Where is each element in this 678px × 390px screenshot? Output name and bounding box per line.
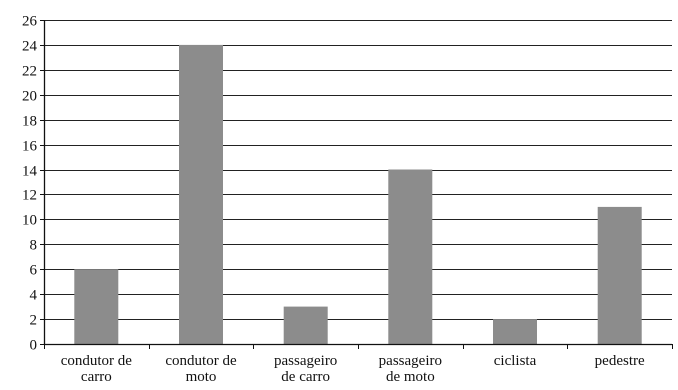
x-tick-label-line: de carro (281, 369, 330, 385)
x-tick-label-line: carro (81, 369, 112, 385)
y-tick-label: 6 (30, 263, 38, 279)
y-tick-label: 4 (30, 288, 38, 304)
bar-1 (179, 44, 223, 345)
x-tick-label: pedestre (595, 353, 645, 369)
x-tick-label-line: passageiro (379, 353, 442, 369)
y-tick-label: 10 (22, 213, 37, 229)
y-tick-label: 26 (22, 14, 38, 30)
x-tick-label-line: condutor de (165, 353, 237, 369)
x-tick-label: condutor de moto (165, 353, 237, 385)
y-tick-label: 24 (22, 39, 38, 55)
axes (40, 20, 673, 349)
bar-3 (388, 169, 433, 344)
x-tick-label: ciclista (494, 353, 537, 369)
bar-4 (493, 319, 537, 344)
x-tick-label: passageiro de moto (379, 353, 442, 385)
y-tick-label: 20 (22, 89, 37, 105)
x-tick-label-line: ciclista (494, 353, 537, 369)
y-tick-label: 2 (30, 313, 38, 329)
x-tick-label: condutor de carro (61, 353, 133, 385)
bar-0 (74, 269, 119, 344)
y-tick-label: 8 (30, 238, 38, 254)
x-tick-label-line: condutor de (61, 353, 133, 369)
bars (74, 44, 642, 345)
y-tick-label: 18 (22, 114, 37, 130)
gridlines (44, 20, 672, 320)
x-tick-label-line: moto (186, 369, 217, 385)
y-tick-label: 12 (22, 188, 37, 204)
x-tick-label-line: de moto (386, 369, 435, 385)
bar-5 (597, 206, 642, 344)
x-tick-label-line: pedestre (595, 353, 645, 369)
x-tick-label: passageiro de carro (274, 353, 337, 385)
bar-2 (283, 306, 328, 344)
x-tick-label-line: passageiro (274, 353, 337, 369)
y-tick-label: 16 (22, 139, 38, 155)
y-tick-label: 22 (22, 64, 37, 80)
y-tick-label: 0 (30, 338, 38, 354)
y-tick-label: 14 (22, 164, 38, 180)
